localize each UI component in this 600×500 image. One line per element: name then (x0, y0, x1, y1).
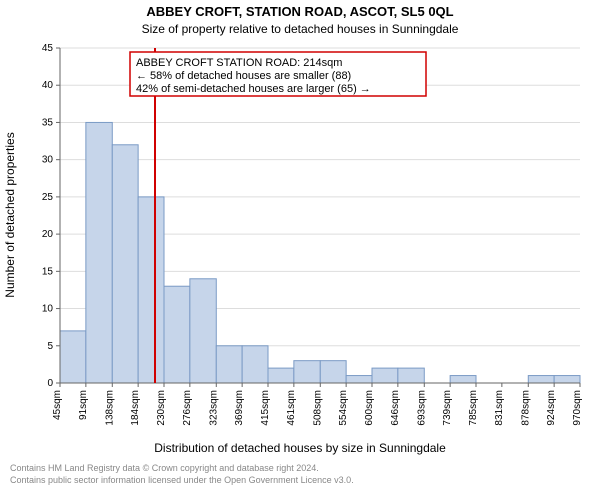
svg-text:924sqm: 924sqm (546, 390, 557, 426)
svg-text:45: 45 (42, 43, 54, 54)
svg-text:40: 40 (42, 80, 54, 91)
svg-text:831sqm: 831sqm (494, 390, 505, 426)
svg-text:554sqm: 554sqm (338, 390, 349, 426)
svg-text:← 58% of detached houses are s: ← 58% of detached houses are smaller (88… (136, 70, 351, 82)
svg-text:508sqm: 508sqm (312, 390, 323, 426)
svg-text:45sqm: 45sqm (52, 390, 63, 420)
svg-text:693sqm: 693sqm (416, 390, 427, 426)
svg-text:739sqm: 739sqm (442, 390, 453, 426)
footer-line-2: Contains public sector information licen… (10, 475, 354, 485)
svg-text:91sqm: 91sqm (78, 390, 89, 420)
x-axis-label: Distribution of detached houses by size … (0, 441, 600, 455)
svg-text:25: 25 (42, 192, 54, 203)
svg-text:0: 0 (47, 378, 53, 389)
svg-text:15: 15 (42, 266, 54, 277)
svg-text:785sqm: 785sqm (468, 390, 479, 426)
histogram-chart: 0 5 10 15 20 25 30 35 40 45 45sqm 91sqm 138sqm 184sqm… (0, 0, 600, 470)
svg-text:10: 10 (42, 304, 54, 315)
svg-text:600sqm: 600sqm (364, 390, 375, 426)
svg-text:184sqm: 184sqm (130, 390, 141, 426)
svg-text:230sqm: 230sqm (156, 390, 167, 426)
svg-text:35: 35 (42, 117, 54, 128)
svg-text:369sqm: 369sqm (234, 390, 245, 426)
svg-text:42% of semi-detached houses ar: 42% of semi-detached houses are larger (… (136, 83, 371, 95)
svg-text:20: 20 (42, 229, 54, 240)
svg-text:878sqm: 878sqm (520, 390, 531, 426)
svg-text:461sqm: 461sqm (286, 390, 297, 426)
svg-text:138sqm: 138sqm (104, 390, 115, 426)
footer-line-1: Contains HM Land Registry data © Crown c… (10, 463, 319, 473)
svg-text:323sqm: 323sqm (208, 390, 219, 426)
svg-text:30: 30 (42, 155, 54, 166)
chart-container: ABBEY CROFT, STATION ROAD, ASCOT, SL5 0Q… (0, 0, 600, 500)
svg-text:646sqm: 646sqm (390, 390, 401, 426)
svg-text:276sqm: 276sqm (182, 390, 193, 426)
svg-text:970sqm: 970sqm (572, 390, 583, 426)
svg-text:415sqm: 415sqm (260, 390, 271, 426)
svg-text:5: 5 (47, 341, 53, 352)
svg-text:ABBEY CROFT STATION ROAD: 214s: ABBEY CROFT STATION ROAD: 214sqm (136, 57, 342, 69)
